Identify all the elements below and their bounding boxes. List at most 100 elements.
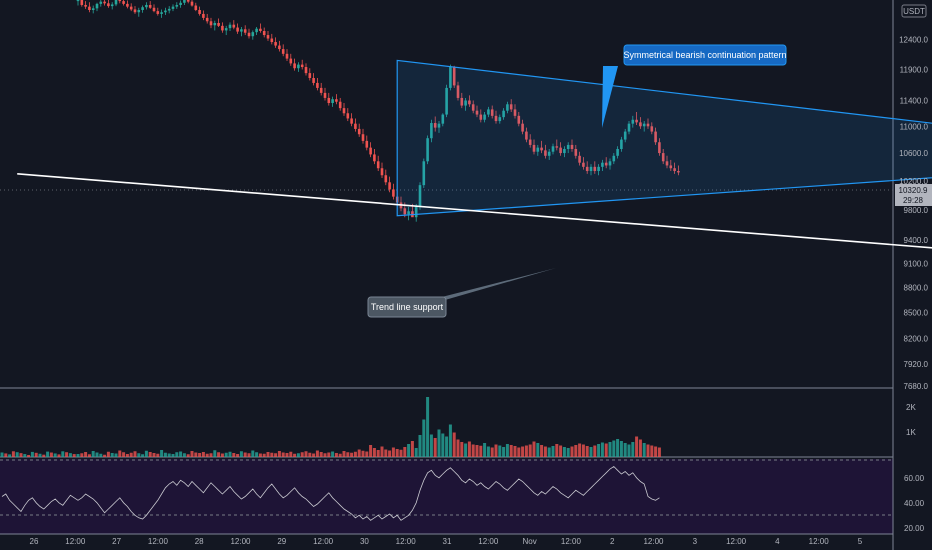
volume-bar — [205, 453, 209, 457]
time-tick: 12:00 — [478, 537, 499, 546]
volume-bar — [350, 452, 354, 457]
candle-body — [293, 63, 296, 69]
time-axis[interactable]: 26 12:00 27 12:00 28 12:00 29 12:00 30 12:00 31 12:… — [30, 537, 863, 546]
candle-body — [452, 67, 456, 86]
volume-bar — [426, 397, 430, 457]
candle-body — [509, 104, 513, 110]
volume-bar — [410, 441, 414, 457]
candle-body — [346, 113, 350, 119]
time-tick: 5 — [858, 537, 863, 546]
support-callout-label: Trend line support — [371, 302, 444, 312]
time-tick: 12:00 — [230, 537, 251, 546]
support-callout[interactable]: Trend line support — [367, 268, 556, 318]
currency-badge[interactable] — [901, 4, 927, 18]
candle-body — [536, 147, 540, 152]
volume-bar — [19, 453, 23, 457]
volume-bar — [593, 445, 597, 457]
volume-bar — [331, 451, 335, 457]
volume-bar — [391, 447, 395, 457]
candle-body — [148, 4, 152, 8]
volume-bar — [133, 451, 137, 457]
currency-label: USDT — [903, 7, 925, 16]
candle-body — [384, 175, 388, 183]
price-tick: 10600.0 — [899, 149, 928, 158]
volume-bar — [103, 454, 107, 457]
volume-bar — [555, 444, 559, 457]
candle-body — [164, 10, 167, 13]
volume-bar — [236, 454, 240, 457]
volume-bar — [160, 450, 164, 457]
volume-bar — [372, 448, 376, 457]
candle-body — [585, 166, 589, 172]
price-tick: 11900.0 — [900, 65, 929, 74]
volume-bar — [84, 452, 88, 457]
time-tick: 12:00 — [561, 537, 582, 546]
volume-bar — [597, 444, 601, 457]
volume-bar — [429, 434, 433, 457]
symmetrical-triangle[interactable] — [396, 59, 932, 217]
volume-bar — [312, 453, 316, 457]
candle-body — [631, 119, 635, 124]
volume-bar — [342, 451, 346, 457]
candle-body — [483, 114, 486, 120]
volume-bar — [646, 444, 650, 457]
price-tick: 7680.0 — [904, 382, 929, 391]
volume-bar — [365, 451, 369, 457]
volume-bar — [448, 424, 452, 457]
volume-bar — [68, 453, 72, 457]
volume-bar — [110, 453, 114, 457]
volume-bar — [604, 443, 608, 457]
candle-body — [205, 17, 209, 22]
trend-line-support[interactable] — [17, 173, 932, 288]
volume-bar — [460, 442, 464, 457]
volume-bar — [513, 446, 517, 457]
time-tick: 12:00 — [148, 537, 169, 546]
volume-bar — [251, 450, 255, 457]
candle-body — [620, 139, 623, 149]
candle-body — [145, 4, 148, 8]
candle-body — [122, 1, 125, 4]
candle-body — [650, 126, 654, 132]
volume-bar — [418, 435, 422, 457]
volume-bar — [258, 453, 262, 457]
candle-body — [365, 140, 369, 148]
volume-bar — [486, 446, 490, 457]
time-tick: 3 — [693, 537, 698, 546]
price-axis[interactable]: USDT 12400.0 11900.0 11400.0 11000.0 10600.0… — [899, 4, 929, 391]
candle-body — [589, 166, 593, 172]
candle-body — [498, 117, 502, 122]
volume-bar — [15, 452, 19, 457]
candle-body — [449, 67, 452, 88]
candle-body — [308, 73, 312, 79]
candle-body — [418, 185, 422, 207]
rsi-line — [1, 465, 660, 521]
pattern-callout[interactable]: Symmetrical bearish continuation pattern — [602, 44, 787, 128]
volume-bar — [346, 452, 350, 457]
volume-bar — [654, 446, 658, 457]
volume-tick: 1K — [906, 428, 916, 437]
volume-bar — [137, 453, 141, 457]
volume-bar — [194, 452, 198, 457]
volume-bar — [182, 453, 186, 457]
candle-body — [612, 155, 616, 162]
volume-bar — [61, 451, 65, 457]
candle-body — [300, 64, 304, 68]
candle-body — [327, 97, 331, 104]
last-price-tag-box — [895, 184, 932, 206]
candle-body — [240, 29, 243, 32]
candle-body — [243, 29, 247, 33]
volume-bar — [532, 441, 536, 457]
candle-body — [312, 78, 315, 83]
support-callout-pointer — [430, 268, 556, 300]
rsi-band — [0, 459, 893, 534]
volume-bar — [49, 452, 53, 457]
pattern-callout-label: Symmetrical bearish continuation pattern — [623, 50, 786, 60]
candle-body — [460, 97, 464, 106]
candle-body — [110, 4, 114, 7]
candle-body — [582, 162, 585, 167]
volume-bar — [87, 454, 91, 457]
candle-body — [107, 3, 110, 7]
candle-body — [593, 166, 597, 172]
